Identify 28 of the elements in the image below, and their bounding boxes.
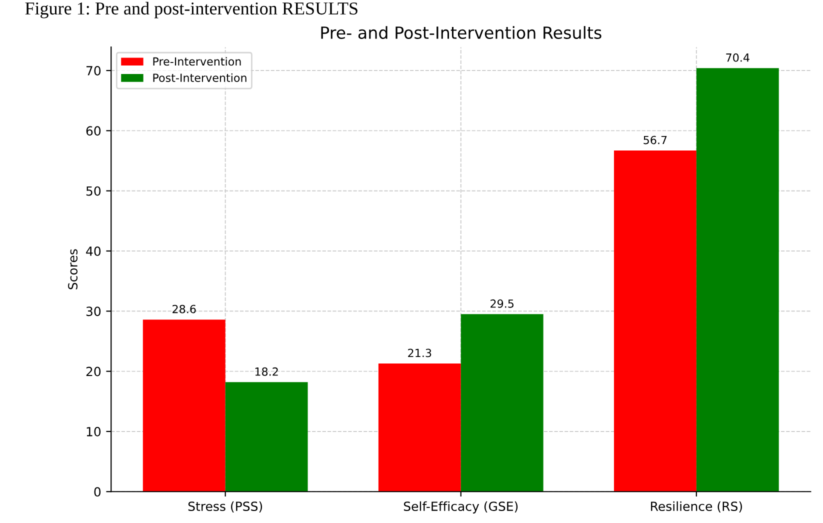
data-label: 21.3: [408, 348, 432, 358]
y-tick-label: 50: [86, 186, 101, 196]
y-tick-label: 30: [86, 306, 101, 316]
bar: [696, 68, 779, 492]
y-tick-label: 0: [94, 487, 101, 497]
y-tick-label: 60: [86, 126, 101, 136]
bar: [614, 150, 696, 492]
legend-label: Pre-Intervention: [153, 57, 241, 66]
x-tick-label: Self-Efficacy (GSE): [404, 501, 518, 514]
x-tick-label: Resilience (RS): [651, 501, 742, 512]
bar: [142, 320, 226, 492]
bar: [225, 382, 308, 492]
y-tick-label: 40: [86, 246, 101, 256]
y-tick-label: 10: [86, 426, 101, 436]
data-label: 56.7: [644, 136, 667, 144]
y-tick-label: 20: [86, 366, 101, 376]
legend-label: Post-Intervention: [153, 73, 246, 82]
chart-title: Pre- and Post-Intervention Results: [321, 26, 602, 39]
x-tick-label: Stress (PSS): [188, 501, 262, 512]
y-axis-title: Scores: [68, 249, 78, 290]
bar: [460, 314, 544, 492]
bar: [378, 363, 461, 492]
data-label: 28.6: [172, 304, 196, 314]
data-label: 29.5: [490, 299, 514, 308]
data-label: 18.2: [255, 367, 278, 376]
y-tick-label: 70: [86, 66, 101, 76]
data-label: 70.4: [726, 53, 750, 62]
caption: Figure 1: Pre and post-intervention RESULTS: [25, 2, 358, 18]
